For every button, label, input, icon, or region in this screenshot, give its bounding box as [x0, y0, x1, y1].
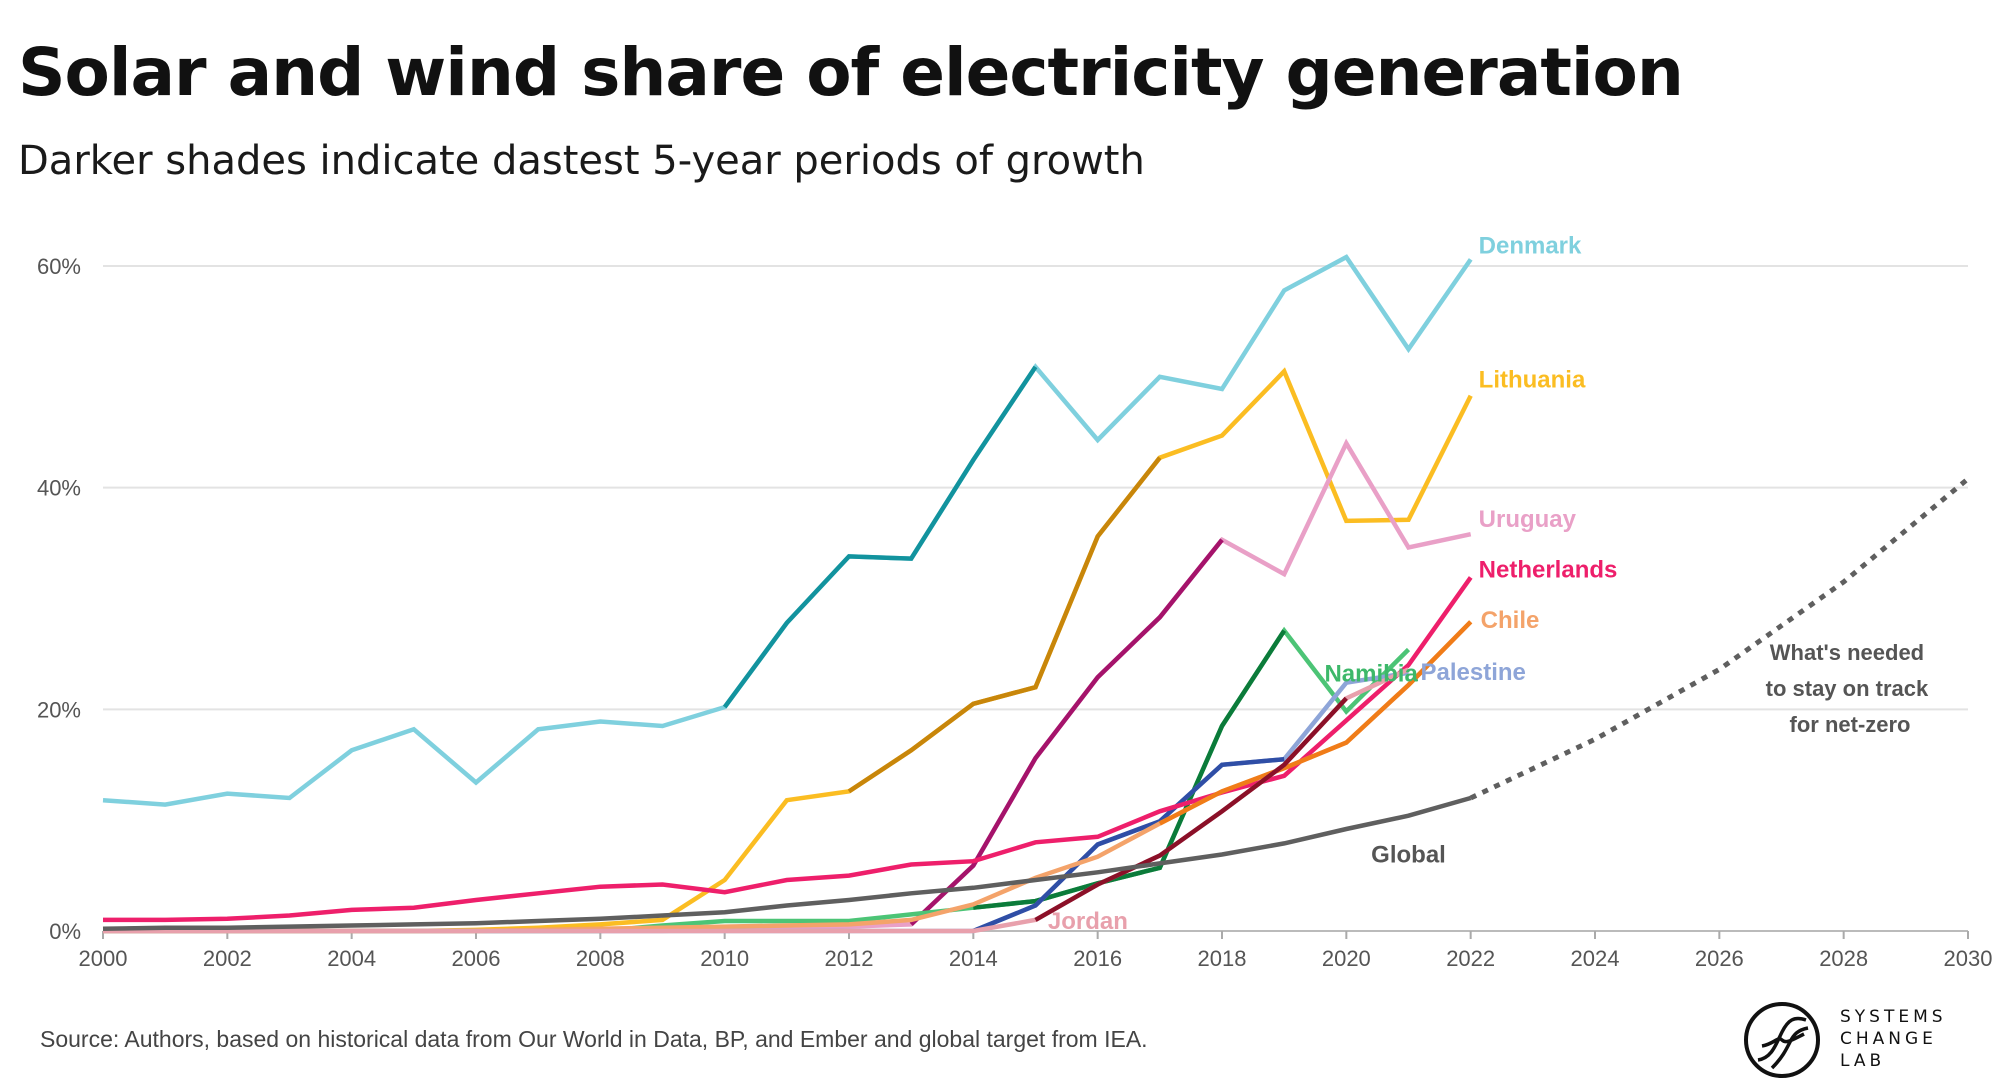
x-tick-label: 2018 — [1198, 946, 1247, 971]
x-tick-label: 2012 — [825, 946, 874, 971]
series-line-uruguay — [103, 438, 1472, 934]
x-tick-label: 2020 — [1322, 946, 1371, 971]
series-label-palestine: Palestine — [1421, 659, 1526, 686]
page-title: Solar and wind share of electricity gene… — [18, 34, 1684, 111]
x-tick-label: 2004 — [327, 946, 376, 971]
series-label-chile: Chile — [1481, 607, 1540, 634]
x-tick-label: 2026 — [1695, 946, 1744, 971]
logo-line-1: SYSTEMS — [1840, 1007, 1947, 1027]
series-fast-growth-chile — [1158, 620, 1473, 826]
source-note: Source: Authors, based on historical dat… — [40, 1026, 1148, 1052]
logo-line-2: CHANGE — [1840, 1029, 1937, 1049]
x-tick-label: 2006 — [452, 946, 501, 971]
systems-change-lab-logo: SYSTEMS CHANGE LAB — [1742, 1000, 1992, 1082]
y-tick-label: 40% — [37, 476, 81, 501]
series-line-denmark — [102, 254, 1473, 807]
series-fast-growth-lithuania — [847, 456, 1162, 794]
series-line-global — [102, 795, 1472, 932]
series-label-uruguay: Uruguay — [1479, 506, 1577, 533]
axes: 0% 20% 40% 60% 2000 2002 2004 2006 2008 2010 2012 2… — [37, 254, 1993, 971]
annotation-line-3: for net-zero — [1790, 712, 1911, 737]
series-fast-growth-denmark — [722, 365, 1038, 709]
x-tick-label: 2030 — [1944, 946, 1993, 971]
series-lines — [102, 254, 1970, 934]
x-tick-label: 2014 — [949, 946, 998, 971]
x-tick-label: 2010 — [700, 946, 749, 971]
series-fast-growth-palestine — [972, 756, 1285, 934]
x-tick-label: 2022 — [1446, 946, 1495, 971]
series-line-palestine — [103, 670, 1409, 934]
logo-wordmark: SYSTEMS CHANGE LAB — [1840, 1006, 1947, 1072]
series-fast-growth-namibia — [973, 629, 1287, 910]
annotation-line-2: to stay on track — [1766, 676, 1929, 701]
series-label-netherlands: Netherlands — [1479, 556, 1618, 583]
series-fast-growth-uruguay — [909, 538, 1224, 927]
series-label-denmark: Denmark — [1479, 232, 1582, 259]
x-tick-label: 2008 — [576, 946, 625, 971]
series-label-namibia: Namibia — [1324, 661, 1418, 688]
series-label-lithuania: Lithuania — [1479, 367, 1586, 394]
x-tick-label: 2002 — [203, 946, 252, 971]
x-tick-label: 2016 — [1073, 946, 1122, 971]
x-tick-label: 2024 — [1571, 946, 1620, 971]
y-tick-label: 60% — [37, 254, 81, 279]
x-tick-label: 2000 — [79, 946, 128, 971]
y-tick-label: 0% — [49, 919, 81, 944]
annotation-line-1: What's needed — [1770, 640, 1924, 665]
logo-mark-icon — [1744, 1002, 1820, 1078]
series-line-net-zero-target — [1469, 476, 1970, 801]
series-labels: Denmark Lithuania Uruguay Namibia Palestine N… — [1048, 232, 1617, 934]
series-label-global: Global — [1371, 841, 1446, 868]
series-fast-growth-jordan — [1034, 696, 1348, 922]
logo-line-3: LAB — [1840, 1051, 1886, 1071]
page-subtitle: Darker shades indicate dastest 5-year pe… — [18, 138, 1145, 184]
x-tick-label: 2028 — [1819, 946, 1868, 971]
net-zero-annotation: What's needed to stay on track for net-z… — [1766, 640, 1935, 737]
series-label-jordan: Jordan — [1048, 908, 1128, 935]
series-line-netherlands — [103, 576, 1473, 923]
y-tick-label: 20% — [37, 697, 81, 722]
